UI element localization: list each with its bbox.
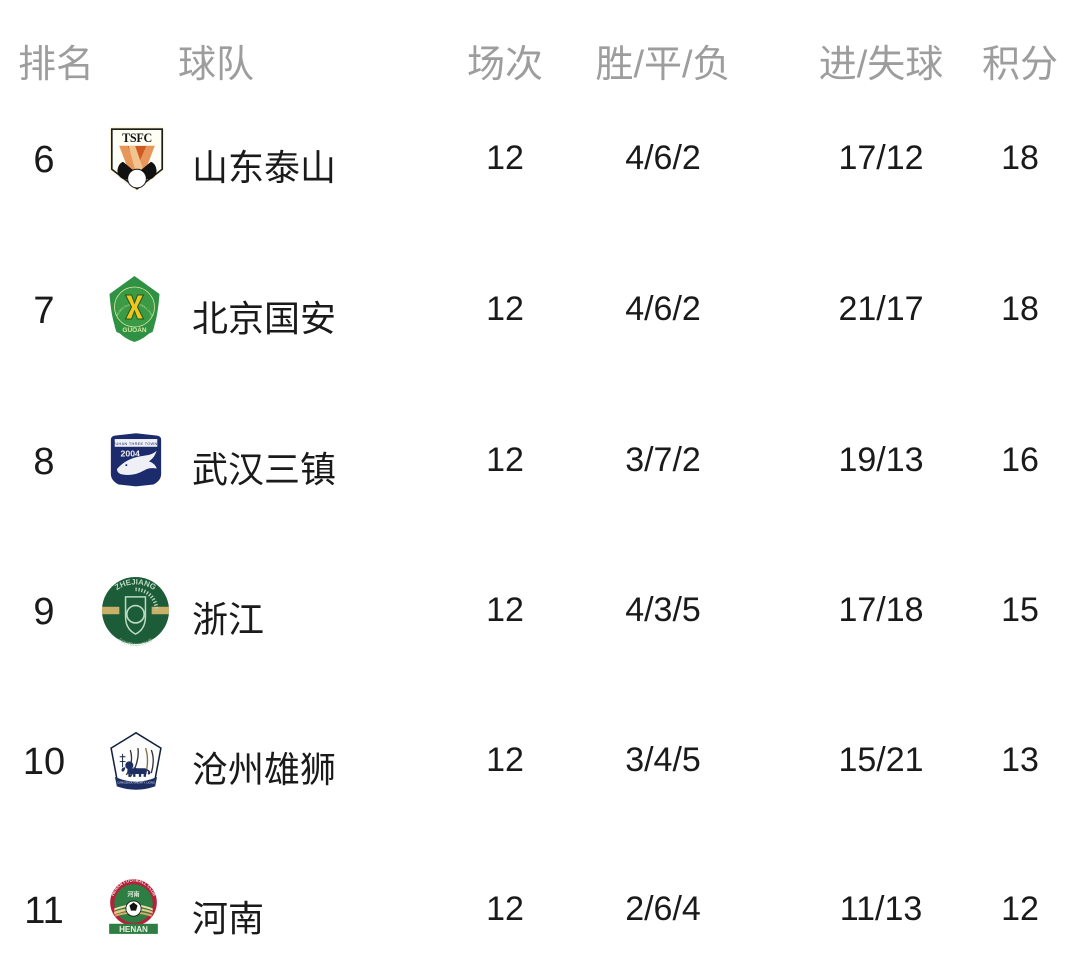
- svg-text:TSFC: TSFC: [122, 131, 152, 145]
- svg-text:CANGZHOU MIGHTY LIONS: CANGZHOU MIGHTY LIONS: [117, 781, 155, 785]
- svg-text:HENAN: HENAN: [119, 925, 148, 934]
- svg-text:河南: 河南: [127, 890, 139, 898]
- svg-text:GUOAN: GUOAN: [122, 327, 147, 334]
- svg-text:WUHAN THREE TOWNS: WUHAN THREE TOWNS: [112, 442, 161, 446]
